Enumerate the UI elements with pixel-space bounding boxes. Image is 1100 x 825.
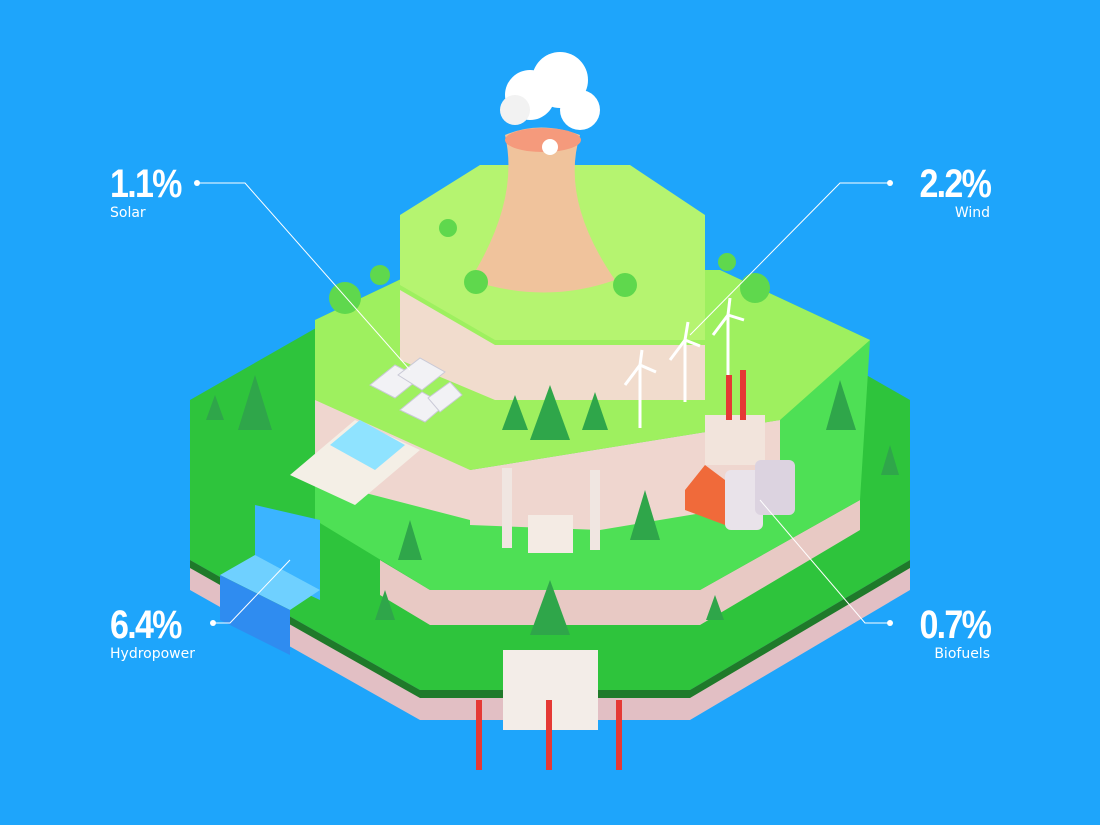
solar-panels [369,357,463,423]
stat-biofuels: 0.7% Biofuels [907,603,991,663]
biofuels-leader-line [759,499,890,624]
leader-dots [194,180,893,626]
hydropower-leader-line [213,559,291,624]
stat-label: Biofuels [934,646,990,662]
stat-solar: 1.1% Solar [110,164,193,222]
solar-leader-line [197,182,411,371]
wind-turbines [623,297,745,428]
cooling-tower [470,52,615,293]
biofuel-plant [685,370,795,530]
stat-label: Hydropower [110,646,195,662]
substation [476,650,622,770]
stat-value: 1.1% [110,162,182,206]
stat-value: 0.7% [919,603,991,647]
power-plant [502,468,600,553]
stat-label: Solar [110,205,146,221]
stat-value: 2.2% [919,162,991,206]
stat-value: 6.4% [110,603,182,647]
stat-hydropower: 6.4% Hydropower [110,605,195,663]
stat-wind: 2.2% Wind [907,162,991,222]
stat-label: Wind [954,205,990,221]
hydro-dam [220,420,420,655]
leader-lines [197,182,890,624]
wind-leader-line [689,182,890,336]
trees [206,219,899,635]
